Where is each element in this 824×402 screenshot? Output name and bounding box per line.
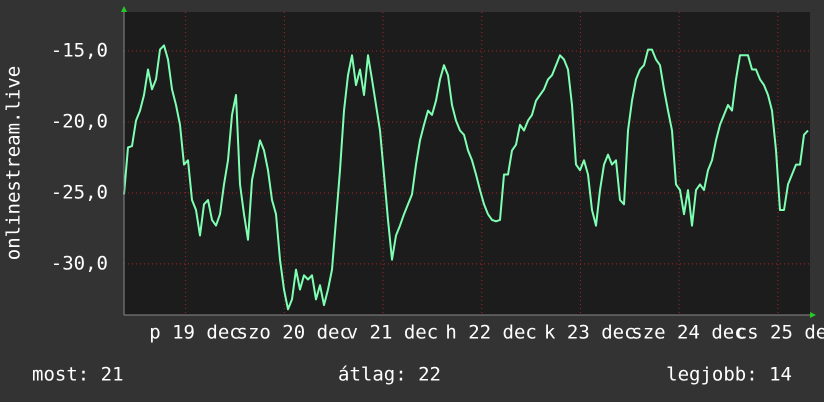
x-axis-arrow xyxy=(810,312,816,318)
x-tick-label: sze 24 dec xyxy=(631,322,745,344)
y-axis-label: onlinestream.live xyxy=(3,66,25,260)
x-tick-label: cs 25 dec xyxy=(736,322,824,344)
grid xyxy=(124,12,810,315)
y-tick-label: -25,0 xyxy=(51,181,108,203)
y-tick-label: -30,0 xyxy=(51,252,108,274)
footer-best: legjobb: 14 xyxy=(666,364,792,386)
marks xyxy=(123,44,809,311)
y-axis-arrow xyxy=(121,6,127,12)
x-tick-label: k 23 dec xyxy=(544,322,636,344)
x-tick-label: v 21 dec xyxy=(347,322,439,344)
footer-average: átlag: 22 xyxy=(338,364,441,386)
x-tick-label: h 22 dec xyxy=(445,322,537,344)
x-tick-label: p 19 dec xyxy=(149,322,241,344)
data-line xyxy=(123,44,809,311)
x-tick-label: szo 20 dec xyxy=(237,322,351,344)
footer-current: most: 21 xyxy=(32,364,124,386)
y-tick-label: -20,0 xyxy=(51,110,108,132)
y-tick-label: -15,0 xyxy=(51,40,108,62)
